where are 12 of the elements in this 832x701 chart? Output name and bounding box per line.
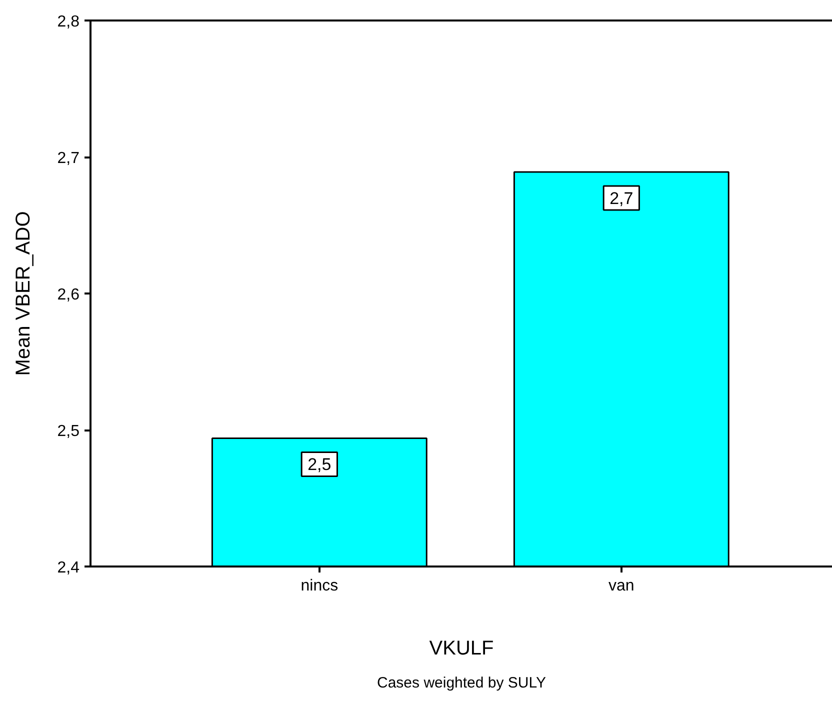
y-tick-label: 2,6 — [57, 286, 80, 304]
y-tick-label: 2,8 — [57, 14, 80, 30]
data-label: 2,5 — [308, 455, 332, 474]
y-axis-title: Mean VBER_ADO — [12, 211, 34, 376]
y-tick-label: 2,4 — [57, 560, 80, 576]
text: Cases weighted by SULY — [377, 674, 546, 692]
data-label: 2,7 — [610, 189, 634, 208]
x-tick-label: van — [608, 578, 634, 594]
x-tick-label: nincs — [300, 578, 338, 594]
y-tick-label: 2,7 — [57, 150, 80, 167]
x-axis-title: VKULF — [429, 638, 494, 660]
y-tick-label: 2,5 — [57, 423, 80, 440]
